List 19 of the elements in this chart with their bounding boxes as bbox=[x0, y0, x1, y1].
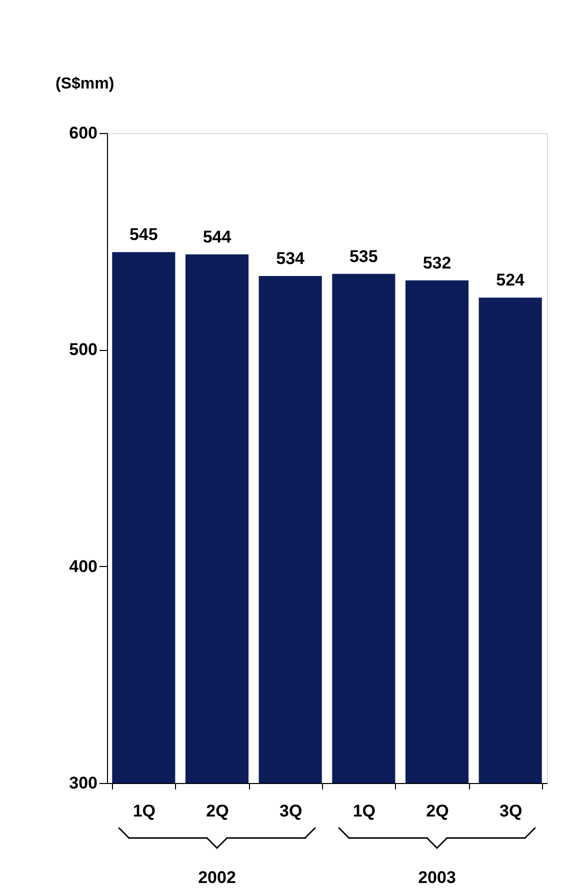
data-label: 524 bbox=[496, 270, 526, 290]
x-tick-label: 3Q bbox=[499, 802, 522, 820]
x-tick-label: 2Q bbox=[426, 802, 449, 820]
text: 2003 bbox=[418, 868, 456, 887]
y-axis-title: (S$mm) bbox=[56, 76, 114, 92]
x-tick-label: 3Q bbox=[279, 802, 302, 820]
data-label: 545 bbox=[129, 225, 158, 244]
data-label: 532 bbox=[422, 253, 452, 272]
y-tick-label: 500 bbox=[69, 340, 98, 360]
x-tick-label: 1Q bbox=[132, 802, 156, 820]
data-label: 544 bbox=[202, 227, 232, 246]
y-tick-label: 600 bbox=[69, 124, 98, 142]
y-tick-label: 400 bbox=[69, 556, 98, 576]
data-label: 535 bbox=[349, 246, 378, 266]
x-tick-label: 1Q bbox=[352, 802, 376, 820]
text: 2002 bbox=[198, 868, 236, 887]
y-tick-label: 300 bbox=[69, 774, 98, 792]
x-tick-label: 2Q bbox=[206, 802, 229, 820]
data-label: 534 bbox=[276, 249, 306, 268]
